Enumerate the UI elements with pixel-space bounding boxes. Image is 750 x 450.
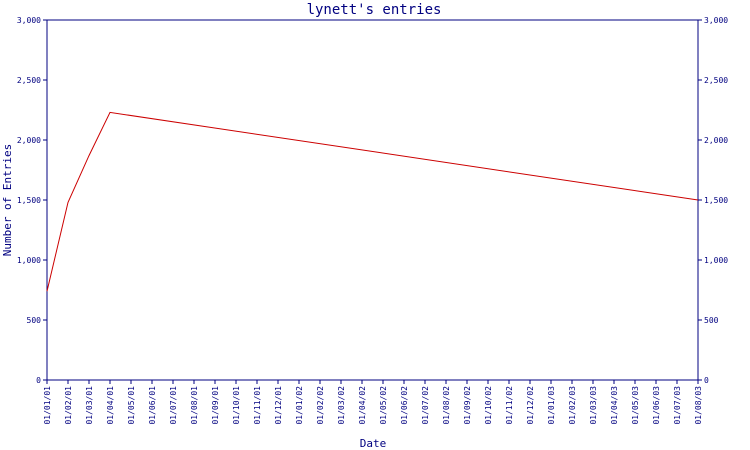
y-axis-right: 0 500 1,000 1,500 2,000 2,500 3,000 [698, 16, 728, 385]
y-tick-label-right: 0 [704, 376, 709, 385]
x-tick-label: 01/05/02 [379, 386, 388, 425]
x-tick-label: 01/08/03 [694, 386, 703, 425]
y-tick-label-right: 2,000 [704, 136, 728, 145]
y-tick-label-left: 1,000 [17, 256, 41, 265]
plot-frame [46, 19, 699, 381]
x-tick-label: 01/04/01 [106, 386, 115, 425]
x-tick-label: 01/08/01 [190, 386, 199, 425]
y-tick-label-right: 500 [704, 316, 719, 325]
x-axis-label: Date [360, 437, 387, 450]
y-tick-label-left: 3,000 [17, 16, 41, 25]
x-tick-label: 01/03/02 [337, 386, 346, 425]
y-tick-label-left: 1,500 [17, 196, 41, 205]
x-tick-label: 01/05/03 [631, 386, 640, 425]
y-tick-label-right: 3,000 [704, 16, 728, 25]
x-tick-label: 01/03/01 [85, 386, 94, 425]
x-tick-label: 01/12/01 [274, 386, 283, 425]
x-tick-label: 01/11/02 [505, 386, 514, 425]
series-group [46, 111, 699, 292]
y-tick-label-left: 2,500 [17, 76, 41, 85]
x-tick-label: 01/01/01 [43, 386, 52, 425]
x-tick-label: 01/10/01 [232, 386, 241, 425]
x-tick-label: 01/02/01 [64, 386, 73, 425]
y-axis-label: Number of Entries [1, 144, 14, 257]
y-tick-label-right: 2,500 [704, 76, 728, 85]
x-tick-label: 01/07/03 [673, 386, 682, 425]
y-tick-label-right: 1,000 [704, 256, 728, 265]
y-tick-label-left: 2,000 [17, 136, 41, 145]
y-tick-label-right: 1,500 [704, 196, 728, 205]
x-tick-label: 01/07/01 [169, 386, 178, 425]
y-axis-left: 0 500 1,000 1,500 2,000 2,500 3,000 [17, 16, 47, 385]
chart-title: lynett's entries [307, 2, 442, 18]
x-tick-label: 01/06/02 [400, 386, 409, 425]
x-tick-label: 01/08/02 [442, 386, 451, 425]
x-tick-label: 01/10/02 [484, 386, 493, 425]
x-tick-label: 01/01/02 [295, 386, 304, 425]
x-tick-label: 01/01/03 [547, 386, 556, 425]
x-axis: 01/01/01 01/02/01 01/03/01 01/04/01 01/05/01… [43, 380, 703, 425]
x-tick-label: 01/09/01 [211, 386, 220, 425]
y-tick-label-left: 0 [36, 376, 41, 385]
x-tick-label: 01/04/02 [358, 386, 367, 425]
x-tick-label: 01/06/03 [652, 386, 661, 425]
x-tick-label: 01/02/03 [568, 386, 577, 425]
x-tick-label: 01/11/01 [253, 386, 262, 425]
x-tick-label: 01/03/03 [589, 386, 598, 425]
series-line [46, 111, 699, 292]
x-tick-label: 01/06/01 [148, 386, 157, 425]
y-tick-label-left: 500 [27, 316, 42, 325]
x-tick-label: 01/12/02 [526, 386, 535, 425]
x-tick-label: 01/02/02 [316, 386, 325, 425]
x-tick-label: 01/07/02 [421, 386, 430, 425]
x-tick-label: 01/04/03 [610, 386, 619, 425]
x-tick-label: 01/09/02 [463, 386, 472, 425]
x-tick-label: 01/05/01 [127, 386, 136, 425]
